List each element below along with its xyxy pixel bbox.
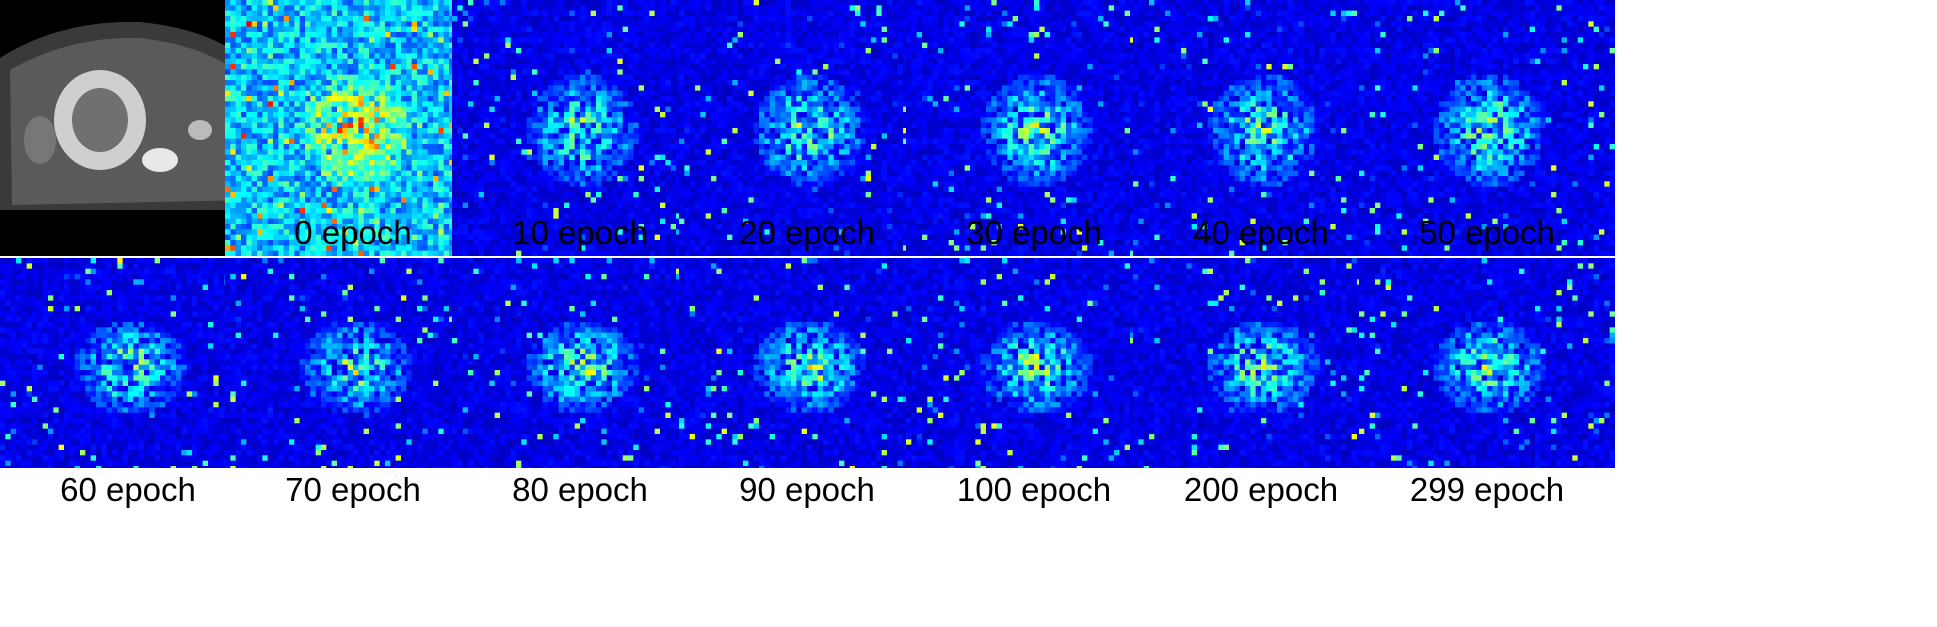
heatmap-image [1359, 0, 1615, 256]
attention-heatmap-panel [1359, 258, 1615, 468]
panel-label: 200 epoch [1133, 470, 1389, 510]
attention-heatmap-panel [1359, 0, 1615, 256]
attention-heatmap-panel [0, 258, 256, 468]
panel-label: 0 epoch [225, 213, 481, 253]
heatmap-image [1133, 258, 1389, 468]
panel-label: 100 epoch [906, 470, 1162, 510]
heatmap-image [906, 0, 1162, 256]
attention-heatmap-panel [1133, 258, 1389, 468]
heatmap-image [0, 258, 256, 468]
panel-label: 40 epoch [1133, 213, 1389, 253]
panel-label: 20 epoch [679, 213, 935, 253]
heatmap-image [906, 258, 1162, 468]
panel-label: img [0, 213, 256, 253]
heatmap-image [1359, 258, 1615, 468]
heatmap-image [679, 258, 935, 468]
panel-label: 30 epoch [906, 213, 1162, 253]
attention-heatmap-panel [906, 258, 1162, 468]
panel-label: 299 epoch [1359, 470, 1615, 510]
panel-label: 70 epoch [225, 470, 481, 510]
panel-label: 50 epoch [1359, 213, 1615, 253]
mri-image [0, 0, 256, 256]
panel-label: 10 epoch [452, 213, 708, 253]
attention-heatmap-panel [225, 258, 481, 468]
attention-heatmap-panel [452, 258, 708, 468]
mri-image-panel [0, 0, 256, 256]
heatmap-image [225, 258, 481, 468]
attention-heatmap-panel [679, 258, 935, 468]
heatmap-image [452, 258, 708, 468]
panel-label: 90 epoch [679, 470, 935, 510]
panel-label: 60 epoch [0, 470, 256, 510]
panel-label: 80 epoch [452, 470, 708, 510]
attention-heatmap-panel [906, 0, 1162, 256]
